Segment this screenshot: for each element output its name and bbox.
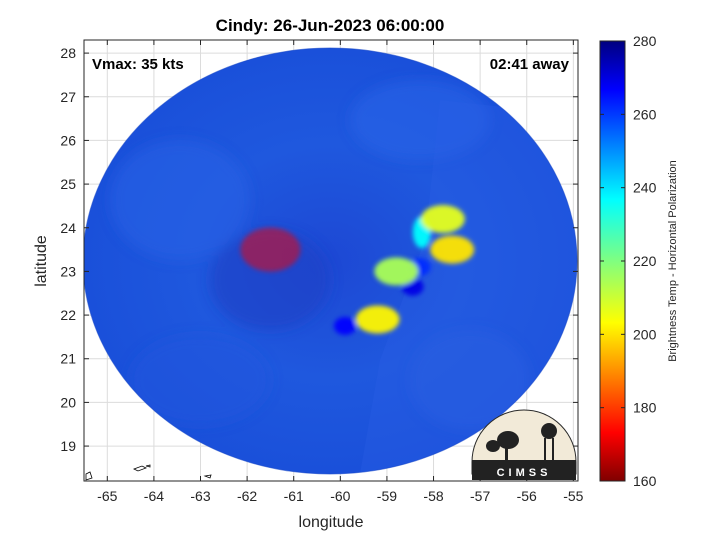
swath-variation-area [130,335,270,425]
y-tick-label: 20 [60,394,76,410]
y-tick-label: 26 [60,132,76,148]
colorbar-ticks: 160 180 200 220 240 260 280 [600,33,657,489]
satellite-dish-icon [497,431,519,449]
colorbar-tick-label: 180 [633,400,657,416]
brightness-temp-feature [240,227,301,272]
colorbar-tick-label: 240 [633,180,657,196]
logo-band [472,460,576,480]
swath-variation-area [110,140,250,260]
y-tick-label: 25 [60,176,76,192]
x-tick-label: -62 [237,488,257,504]
swath-variation-area [350,80,490,160]
colorbar-tick-label: 200 [633,326,657,342]
colorbar-tick-label: 160 [633,473,657,489]
swath-edge-band [360,100,577,474]
brightness-temp-feature [420,205,465,234]
x-tick-label: -64 [144,488,164,504]
y-axis-label: latitude [33,235,50,287]
logo-text: CIMSS [497,467,552,479]
coastline [85,471,93,481]
x-tick-label: -55 [563,488,583,504]
colorbar [599,40,626,482]
vmax-annotation: Vmax: 35 kts [92,56,184,73]
swath-texture [110,80,577,474]
colorbar-label: Brightness Temp - Horizontal Polarizatio… [667,160,679,362]
brightness-temp-feature [333,316,356,335]
colorbar-tick-label: 220 [633,253,657,269]
y-tick-label: 21 [60,351,76,367]
y-tick-label: 24 [60,220,76,236]
x-axis-label: longitude [299,514,364,531]
satellite-dish-icon [486,440,500,452]
convective-features [240,205,475,335]
coastline [145,464,151,468]
x-tick-label: -65 [97,488,117,504]
swath-layer [84,47,578,481]
x-tick-label: -59 [377,488,397,504]
swath-variation-area [410,330,530,430]
colorbar-tick-label: 280 [633,33,657,49]
cyclone-core-cool [210,230,330,330]
x-tick-label: -56 [517,488,537,504]
chart-title: Cindy: 26-Jun-2023 06:00:00 [216,16,445,35]
x-tick-label: -63 [190,488,210,504]
water-tower-icon [541,423,557,439]
dish-stand [505,446,508,460]
y-tick-label: 22 [60,307,76,323]
y-tick-label: 27 [60,89,76,105]
colorbar-tick-label: 260 [633,106,657,122]
y-tick-label: 23 [60,263,76,279]
x-tick-label: -57 [470,488,490,504]
cimss-logo: CIMSS [471,409,577,480]
tower-leg [552,438,554,460]
x-axis-ticks: -65 -64 -63 -62 -61 -60 -59 -58 -57 -56 -55 [97,40,584,504]
swath-outline [84,47,578,475]
y-tick-label: 19 [60,438,76,454]
x-tick-label: -60 [330,488,350,504]
y-tick-label: 28 [60,45,76,61]
brightness-temp-feature [374,257,419,286]
x-tick-label: -61 [284,488,304,504]
brightness-temp-feature [430,235,475,264]
y-axis-ticks: 19 20 21 22 23 24 25 26 27 28 [60,45,578,454]
time-offset-annotation: 02:41 away [490,56,570,73]
x-tick-label: -58 [423,488,443,504]
tower-leg [544,438,546,460]
swath-variation [110,80,530,430]
brightness-temp-feature [355,305,400,334]
axes-frame [83,39,579,482]
coastline [133,465,147,472]
coastline [203,474,212,479]
